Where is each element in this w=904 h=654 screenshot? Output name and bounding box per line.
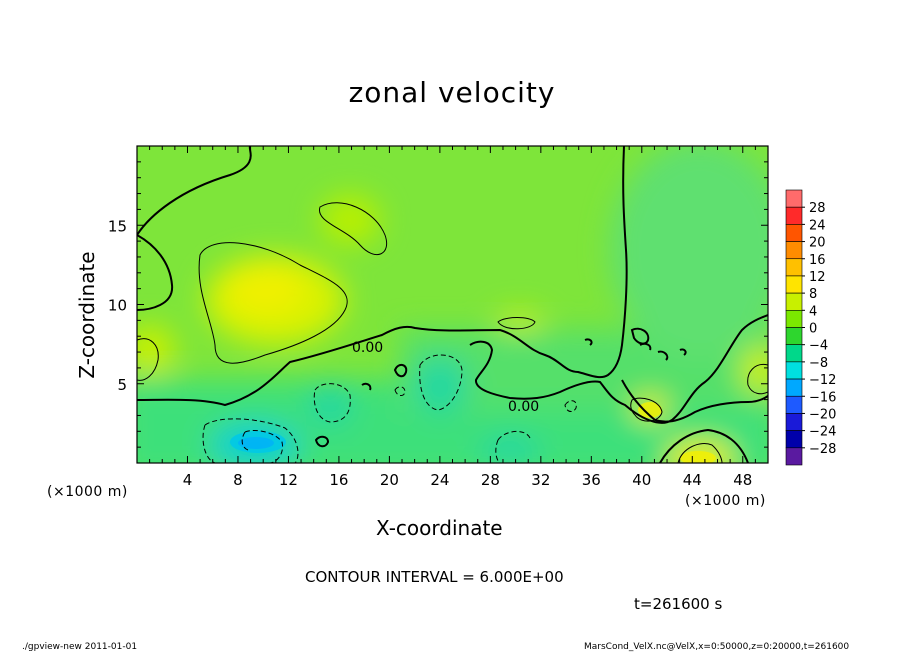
y-tick-label: 10 (108, 297, 127, 315)
colorbar-label: 16 (809, 253, 826, 268)
x-axis-label: X-coordinate (376, 516, 503, 540)
y-axis-label: Z-coordinate (75, 251, 99, 379)
contour-interval: CONTOUR INTERVAL = 6.000E+00 (305, 568, 564, 586)
colorbar-label: −12 (809, 373, 836, 388)
colorbar-label: −8 (809, 356, 828, 371)
colorbar-label: 20 (809, 236, 826, 251)
colorbar-swatch (785, 395, 803, 414)
colorbar-label: 28 (809, 201, 826, 216)
colorbar-label: 4 (809, 304, 817, 319)
y-axis-ticks: 5 10 15 (108, 161, 768, 448)
colorbar-label: −4 (809, 339, 828, 354)
colorbar-swatch (785, 413, 803, 431)
colorbar-swatch (785, 241, 803, 260)
x-tick-label: 48 (733, 471, 752, 489)
zero-label-1: 0.00 (352, 340, 383, 356)
x-tick-label: 32 (531, 471, 550, 489)
colorbar: 28 24 20 16 12 8 4 0 −4 −8 −12 −16 −20 −24 −28 (785, 189, 836, 466)
colorbar-label: −28 (809, 442, 836, 457)
velocity-field (137, 146, 768, 463)
positive-contours (137, 202, 768, 463)
colorbar-swatch (785, 430, 803, 449)
zero-contours (137, 146, 768, 463)
footer-left: ./gpview-new 2011-01-01 (22, 642, 138, 652)
x-tick-label: 8 (233, 471, 243, 489)
x-tick-label: 12 (279, 471, 298, 489)
colorbar-swatch (785, 224, 803, 242)
x-tick-label: 44 (683, 471, 702, 489)
zero-label-2: 0.00 (508, 399, 539, 415)
footer-right: MarsCond_VelX.nc@VelX,x=0:50000,z=0:2000… (584, 642, 850, 652)
colorbar-swatch (785, 275, 803, 294)
y-tick-label: 5 (117, 376, 127, 394)
colorbar-swatch (785, 310, 803, 328)
x-axis-ticks: 4 8 12 16 20 24 28 32 36 40 44 48 (149, 146, 756, 489)
colorbar-label: −24 (809, 425, 836, 440)
colorbar-swatch (785, 258, 803, 277)
colorbar-swatch (785, 447, 803, 466)
x-tick-label: 4 (183, 471, 193, 489)
colorbar-label: −20 (809, 407, 836, 422)
colorbar-swatch (785, 189, 803, 208)
x-tick-label: 24 (430, 471, 449, 489)
colorbar-swatch (785, 206, 803, 225)
colorbar-label: 24 (809, 218, 826, 233)
colorbar-swatch (785, 361, 803, 380)
colorbar-swatch (785, 292, 803, 311)
x-tick-label: 28 (481, 471, 500, 489)
x-tick-label: 20 (380, 471, 399, 489)
chart-title: zonal velocity (348, 76, 556, 109)
y-tick-label: 15 (108, 217, 127, 235)
x-tick-label: 16 (329, 471, 348, 489)
x-tick-label: 40 (632, 471, 651, 489)
x-unit-note-right: (×1000 m) (685, 493, 766, 509)
colorbar-label: −16 (809, 390, 836, 405)
timestamp: t=261600 s (634, 595, 723, 613)
x-unit-note-left: (×1000 m) (47, 484, 128, 500)
negative-contours (202, 354, 577, 463)
x-tick-label: 36 (582, 471, 601, 489)
colorbar-label: 0 (809, 322, 817, 337)
colorbar-swatch (785, 378, 803, 397)
colorbar-swatch (785, 327, 803, 345)
colorbar-swatch (785, 344, 803, 363)
colorbar-label: 8 (809, 287, 817, 302)
colorbar-label: 12 (809, 270, 826, 285)
